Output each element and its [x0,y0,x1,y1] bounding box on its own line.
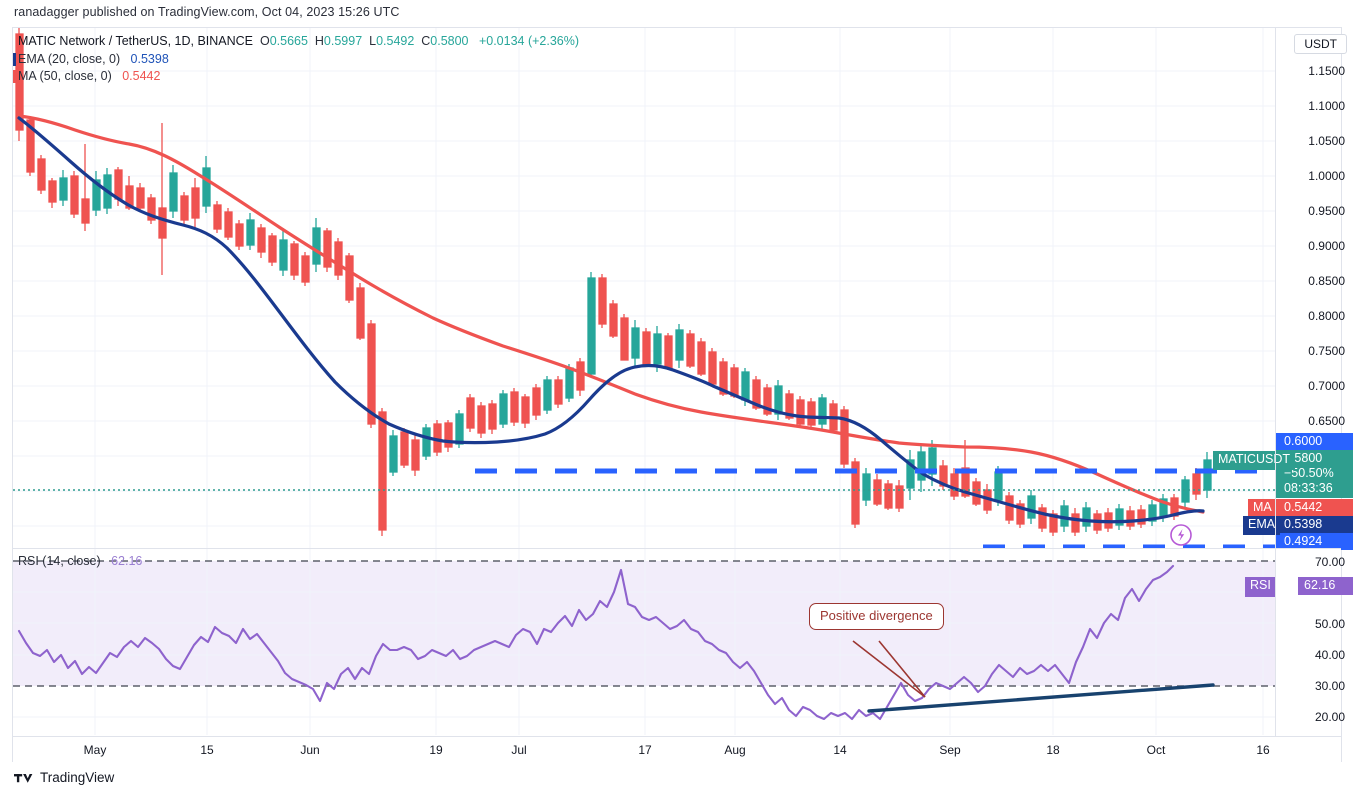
ma-50-line [17,114,1205,514]
price-tick: 1.0500 [1308,134,1345,148]
ema-tag: EMA [1243,516,1281,535]
price-tick: 0.7000 [1308,379,1345,393]
time-tick: Oct [1146,743,1166,757]
time-tick: 17 [638,743,652,757]
ema-price-badge[interactable]: 0.5398 [1276,516,1353,533]
symbol-tag: MATICUSDT [1213,451,1295,470]
time-tick: 19 [429,743,443,757]
price-hgrid [13,70,1275,527]
time-tick: 16 [1256,743,1270,757]
price-tick: 1.1000 [1308,99,1345,113]
rsi-tick: 50.00 [1314,617,1345,631]
price-tick: 0.8000 [1308,309,1345,323]
time-tick: May [83,743,107,757]
price-tick: 0.8500 [1308,274,1345,288]
bar-countdown: 08:33:36 [1284,481,1333,495]
price-tick: 0.6500 [1308,414,1345,428]
pane-divider [13,548,1341,549]
divergence-leader-lines [852,640,926,698]
time-tick: 14 [833,743,847,757]
lightning-bolt-icon[interactable] [1170,524,1192,546]
publisher-line: ranadagger published on TradingView.com,… [14,5,400,19]
tradingview-brand: TradingView [14,770,114,785]
tradingview-logo-icon [14,774,33,783]
ma-color-bar [13,70,16,83]
time-tick: Aug [724,743,746,757]
ema-color-bar [13,53,16,66]
price-pane[interactable] [13,28,1275,548]
rsi-plot [13,549,1275,735]
rsi-grid [13,549,1275,735]
rsi-tick: 20.00 [1314,710,1345,724]
time-tick: 18 [1046,743,1060,757]
price-tick: 1.1500 [1308,64,1345,78]
time-tick: Jun [300,743,320,757]
rsi-tag: RSI [1245,577,1276,597]
rsi-badges: 62.16 [1276,0,1353,620]
resistance-price-badge[interactable]: 0.6000 [1276,433,1353,450]
rsi-value-badge[interactable]: 62.16 [1298,577,1353,595]
rsi-trendline [867,683,1215,713]
time-tick: Jul [511,743,527,757]
rsi-tick: 70.00 [1314,555,1345,569]
price-tick: 0.7500 [1308,344,1345,358]
positive-divergence-callout: Positive divergence [809,603,944,630]
rsi-tick: 40.00 [1314,648,1345,662]
price-tick: 0.9000 [1308,239,1345,253]
ema-20-line [17,116,1205,524]
rsi-tick: 30.00 [1314,679,1345,693]
time-tick: Sep [939,743,961,757]
ma-tag: MA [1248,499,1277,518]
support-price-badge[interactable]: 0.4924 [1276,533,1353,550]
candlestick-series [15,28,1212,536]
ma-price-badge[interactable]: 0.5442 [1276,499,1353,516]
time-axis[interactable]: May 15 Jun 19 Jul 17 Aug 14 Sep 18 Oct 1… [13,736,1341,762]
rsi-pane[interactable] [13,549,1275,735]
price-tick: 0.9500 [1308,204,1345,218]
brand-name: TradingView [40,770,115,785]
last-price-change: −50.50% [1284,466,1334,480]
time-tick: 15 [200,743,214,757]
axis-divider [1275,28,1276,736]
price-tick: 1.0000 [1308,169,1345,183]
rsi-line [17,564,1175,721]
currency-badge: USDT [1294,34,1347,54]
price-plot [13,28,1275,548]
